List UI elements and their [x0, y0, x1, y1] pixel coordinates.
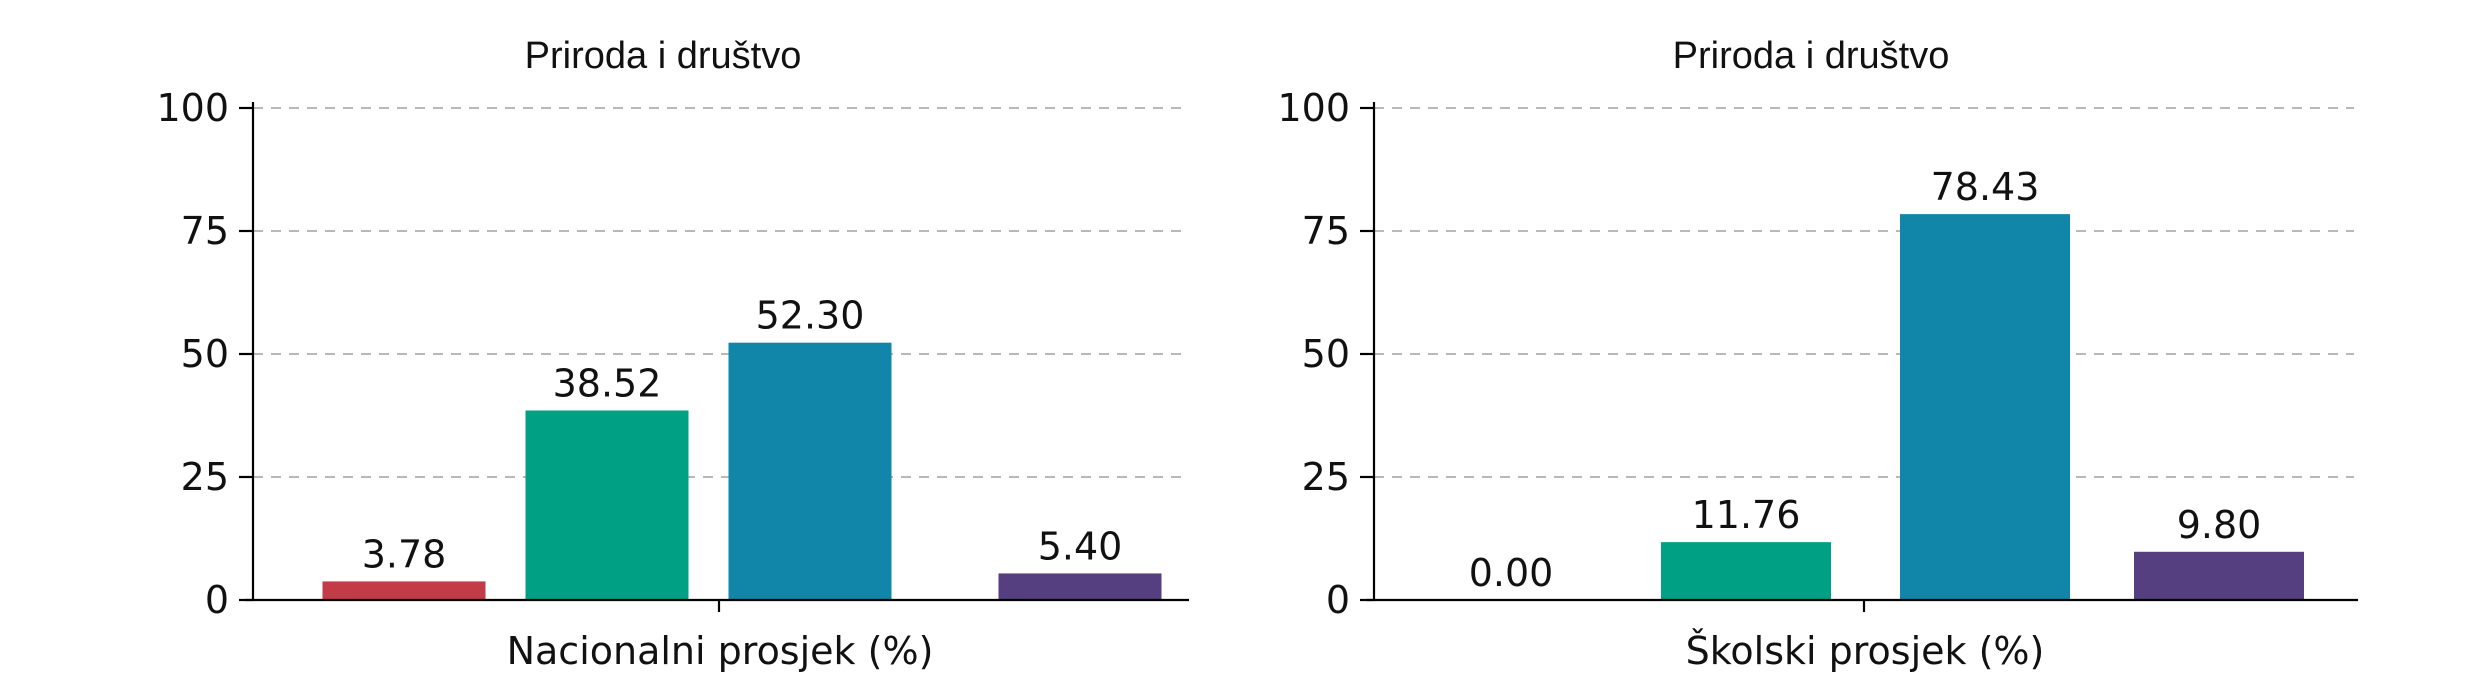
bar — [2134, 551, 2304, 600]
axes — [1360, 102, 2358, 612]
chart-panel-national: Priroda i društvo 0 25 50 75 100 3.78 38.52 52… — [156, 35, 1189, 673]
data-labels: 0.00 11.76 78.43 9.80 — [1469, 165, 2262, 595]
y-tick-label: 100 — [1277, 86, 1350, 130]
data-labels: 3.78 38.52 52.30 5.40 — [362, 294, 1123, 577]
y-tick-label: 25 — [1302, 455, 1350, 499]
bar — [1900, 214, 2070, 601]
y-tick-labels: 0 25 50 75 100 — [1277, 86, 1350, 622]
y-tick-labels: 0 25 50 75 100 — [156, 86, 229, 622]
y-tick-label: 50 — [181, 332, 229, 376]
chart-title: Priroda i društvo — [1673, 35, 1950, 77]
data-label: 0.00 — [1469, 551, 1554, 595]
x-axis-label: Nacionalni prosjek (%) — [507, 629, 934, 673]
data-label: 52.30 — [756, 294, 865, 338]
x-axis-label: Školski prosjek (%) — [1686, 629, 2045, 673]
y-tick-label: 25 — [181, 455, 229, 499]
y-tick-label: 0 — [205, 578, 229, 622]
bar — [1661, 542, 1831, 600]
y-tick-label: 75 — [181, 209, 229, 253]
bars — [322, 342, 1162, 600]
bars — [1661, 214, 2304, 601]
bar — [525, 410, 689, 600]
data-label: 5.40 — [1038, 524, 1123, 568]
data-label: 78.43 — [1931, 165, 2040, 209]
bar — [728, 342, 892, 600]
data-label: 3.78 — [362, 532, 447, 576]
bar — [998, 573, 1162, 600]
data-label: 38.52 — [553, 361, 662, 405]
y-tick-label: 0 — [1326, 578, 1350, 622]
y-tick-label: 100 — [156, 86, 229, 130]
y-tick-label: 75 — [1302, 209, 1350, 253]
chart-panel-school: Priroda i društvo 0 25 50 75 100 0.00 11.76 78… — [1277, 35, 2358, 673]
data-label: 9.80 — [2177, 503, 2262, 547]
y-tick-label: 50 — [1302, 332, 1350, 376]
bar — [322, 581, 486, 600]
axes — [239, 102, 1189, 612]
data-label: 11.76 — [1692, 493, 1801, 537]
chart-title: Priroda i društvo — [525, 35, 802, 77]
